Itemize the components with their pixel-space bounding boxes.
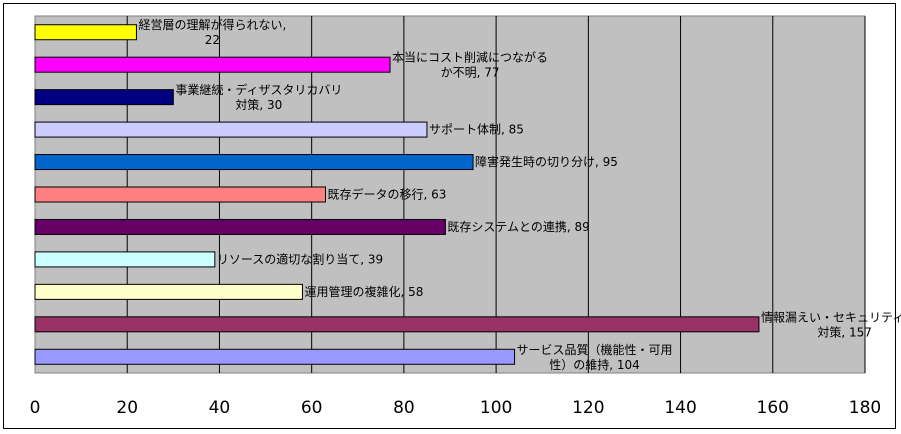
bar-label-10-line-2: 対策, 157 (817, 325, 872, 339)
bar-2 (34, 56, 391, 73)
bar-label-2-line-2: か不明, 77 (441, 66, 500, 80)
bar-6 (34, 186, 326, 203)
bar-label-3-line-1: 事業継続・ディザスタリカバリ (175, 82, 342, 97)
x-tick-label-60: 60 (301, 398, 323, 418)
bar-label-4: サポート体制, 85 (429, 123, 524, 137)
bar-label-2-line-1: 本当にコスト削減につながる (392, 50, 548, 65)
bar-1 (34, 24, 137, 41)
bar-7 (34, 218, 446, 235)
bar-10 (34, 316, 760, 333)
x-tick-label-0: 0 (30, 398, 41, 418)
x-tick-label-140: 140 (664, 398, 696, 418)
bar-8 (34, 251, 216, 268)
bar-label-11-line-1: サービス品質（機能性・可用 (517, 342, 673, 357)
bar-label-1-line-2: 22 (205, 33, 220, 47)
bar-3 (34, 89, 174, 106)
bar-4 (34, 121, 428, 138)
x-tick-label-160: 160 (757, 398, 789, 418)
bar-label-9: 運用管理の複雑化, 58 (304, 284, 423, 299)
bar-label-5: 障害発生時の切り分け, 95 (475, 154, 618, 169)
x-tick-label-120: 120 (572, 398, 604, 418)
x-tick-label-100: 100 (480, 398, 512, 418)
x-tick-label-80: 80 (393, 398, 415, 418)
bar-label-10-line-1: 情報漏えい・セキュリティへの (761, 310, 901, 324)
bar-label-3-line-2: 対策, 30 (235, 98, 282, 112)
x-tick-label-180: 180 (849, 398, 881, 418)
bar-label-11-line-2: 性）の維持, 104 (549, 357, 640, 372)
x-tick-label-40: 40 (209, 398, 231, 418)
bar-label-6: 既存データの移行, 63 (328, 187, 447, 202)
x-tick-label-20: 20 (116, 398, 138, 418)
bar-label-8: リソースの適切な割り当て, 39 (217, 251, 383, 266)
bar-5 (34, 154, 474, 171)
bar-label-7: 既存システムとの連携, 89 (447, 219, 589, 234)
bar-11 (34, 348, 516, 365)
bar-label-1-line-1: 経営層の理解が得られない, (138, 17, 286, 32)
bar-9 (34, 283, 303, 300)
